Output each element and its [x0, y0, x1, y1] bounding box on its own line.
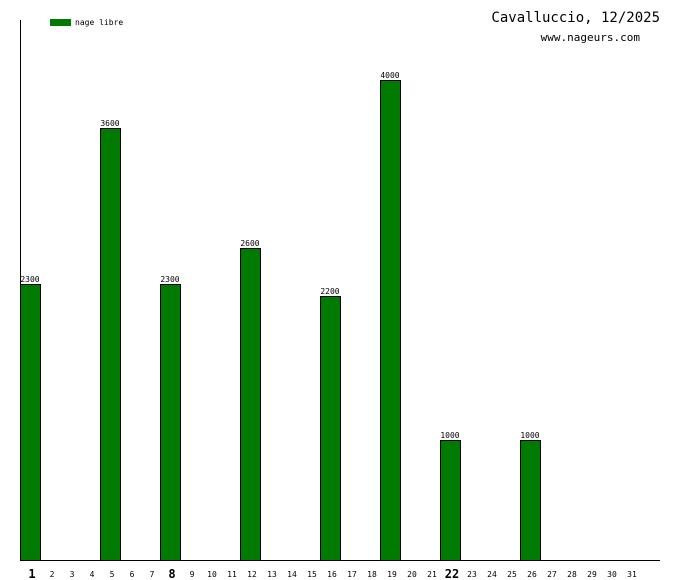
bar-day-26	[520, 440, 541, 561]
legend-swatch	[50, 19, 71, 26]
bar-value-label-day-1: 2300	[20, 275, 39, 284]
x-tick-label-2: 2	[50, 570, 55, 579]
x-tick-label-21: 21	[427, 570, 437, 579]
x-tick-label-23: 23	[467, 570, 477, 579]
x-tick-label-6: 6	[130, 570, 135, 579]
x-tick-label-19: 19	[387, 570, 397, 579]
bar-day-12	[240, 248, 261, 561]
x-tick-label-9: 9	[190, 570, 195, 579]
bar-value-label-day-8: 2300	[160, 275, 179, 284]
chart-x-tick-labels: 1 2 3 4 5 6 7 8 9 10 11 12 13 14 15 16 17 18 19 20 21 22 23 24 2…	[28, 567, 637, 580]
x-tick-label-13: 13	[267, 570, 277, 579]
bar-day-8	[160, 284, 181, 561]
x-tick-label-5: 5	[110, 570, 115, 579]
x-tick-label-7: 7	[150, 570, 155, 579]
bar-value-label-day-12: 2600	[240, 239, 259, 248]
x-tick-label-8: 8	[168, 567, 175, 580]
bar-value-label-day-5: 3600	[100, 119, 119, 128]
x-tick-label-29: 29	[587, 570, 597, 579]
x-tick-label-11: 11	[227, 570, 237, 579]
legend-label: nage libre	[75, 18, 123, 27]
x-tick-label-15: 15	[307, 570, 317, 579]
bar-day-1	[20, 284, 41, 561]
x-tick-label-3: 3	[70, 570, 75, 579]
bar-value-label-day-26: 1000	[520, 431, 539, 440]
bar-value-label-day-19: 4000	[380, 71, 399, 80]
x-tick-label-12: 12	[247, 570, 257, 579]
bar-day-5	[100, 128, 121, 561]
x-tick-label-4: 4	[90, 570, 95, 579]
bar-value-label-day-22: 1000	[440, 431, 459, 440]
x-tick-label-20: 20	[407, 570, 417, 579]
x-tick-label-31: 31	[627, 570, 637, 579]
bar-day-22	[440, 440, 461, 561]
chart-bars	[20, 80, 541, 561]
x-tick-label-26: 26	[527, 570, 537, 579]
x-tick-label-10: 10	[207, 570, 217, 579]
x-tick-label-16: 16	[327, 570, 337, 579]
bar-day-19	[380, 80, 401, 561]
bar-day-16	[320, 296, 341, 561]
x-tick-label-28: 28	[567, 570, 577, 579]
x-tick-label-22: 22	[445, 567, 459, 580]
x-tick-label-18: 18	[367, 570, 377, 579]
chart-bar-labels: 2300 3600 2300 2600 2200 4000 1000 1000	[20, 71, 539, 440]
x-tick-label-14: 14	[287, 570, 297, 579]
chart-title: Cavalluccio, 12/2025	[491, 10, 660, 26]
x-tick-label-17: 17	[347, 570, 357, 579]
x-tick-label-24: 24	[487, 570, 497, 579]
x-tick-label-25: 25	[507, 570, 517, 579]
bar-value-label-day-16: 2200	[320, 287, 339, 296]
chart-subtitle: www.nageurs.com	[541, 31, 641, 44]
chart-legend: nage libre	[50, 18, 123, 27]
x-tick-label-30: 30	[607, 570, 617, 579]
x-tick-label-1: 1	[28, 567, 35, 580]
x-tick-label-27: 27	[547, 570, 557, 579]
